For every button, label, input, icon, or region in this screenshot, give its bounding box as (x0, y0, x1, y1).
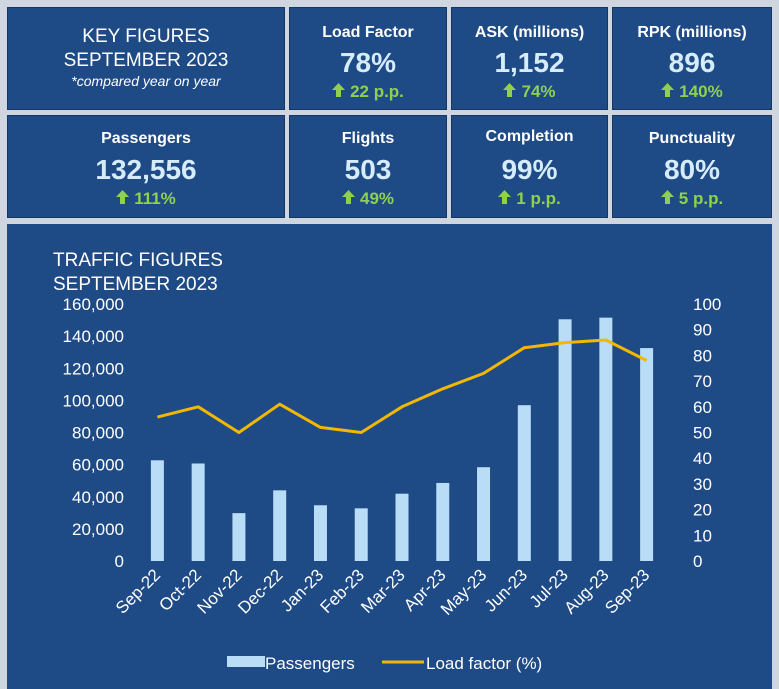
load-factor-line (157, 338, 648, 434)
metric-change-value: 1 p.p. (516, 189, 561, 208)
passengers-bar (354, 508, 368, 561)
traffic-chart: TRAFFIC FIGURES SEPTEMBER 2023 0 20,000 40,0… (53, 250, 721, 673)
arrow-up-icon (341, 190, 355, 204)
passengers-bar (599, 317, 613, 561)
passengers-bar (640, 348, 654, 561)
arrow-up-icon (498, 190, 512, 204)
metric-change-value: 22 p.p. (350, 82, 404, 101)
y-left-tick-label: 20,000 (72, 520, 124, 539)
metric-card-flights: Flights 503 49% (289, 115, 447, 218)
arrow-up-icon (660, 190, 674, 204)
key-figures-month: SEPTEMBER 2023 (63, 50, 229, 71)
passengers-bar (232, 513, 246, 561)
passengers-bar (395, 493, 409, 561)
metric-change: 49% (290, 189, 446, 209)
x-tick-label: Mar-23 (357, 565, 409, 617)
chart-title: TRAFFIC FIGURES (53, 250, 223, 271)
metric-change: 74% (452, 82, 607, 102)
metric-change-value: 140% (679, 82, 723, 101)
metric-change-value: 111% (134, 189, 176, 208)
y-right-tick-label: 10 (693, 526, 712, 545)
y-left-tick-label: 120,000 (63, 359, 124, 378)
passengers-bar (436, 482, 450, 561)
x-tick-label: Sep-22 (112, 565, 164, 617)
chart-subtitle: SEPTEMBER 2023 (53, 274, 218, 295)
x-tick-label: Sep-23 (601, 565, 653, 617)
metric-label: Flights (341, 130, 395, 147)
metric-card-completion: Completion 99% 1 p.p. (451, 115, 608, 218)
y-left-tick-label: 100,000 (63, 391, 124, 410)
y-right-tick-label: 70 (693, 372, 712, 391)
passengers-bar (517, 405, 531, 561)
metric-value: 1,152 (494, 47, 565, 78)
x-tick-label: Dec-22 (234, 565, 286, 617)
y-right-tick-label: 80 (693, 346, 712, 365)
x-tick-label: May-23 (437, 565, 491, 619)
legend-passengers-label: Passengers (265, 654, 355, 673)
y-right-tick-label: 90 (693, 321, 712, 340)
arrow-up-icon (503, 83, 517, 97)
y-left-tick-label: 160,000 (63, 295, 124, 314)
metric-value: 896 (668, 47, 716, 78)
passengers-bar (273, 490, 287, 561)
y-left-tick-label: 40,000 (72, 488, 124, 507)
y-right-tick-label: 60 (693, 398, 712, 417)
metric-card-ask: ASK (millions) 1,152 74% (451, 7, 608, 110)
passengers-bar (477, 467, 491, 561)
y-right-tick-label: 20 (693, 501, 712, 520)
y-left-tick-label: 60,000 (72, 456, 124, 475)
x-tick-label: Aug-23 (560, 565, 612, 617)
y-right-tick-label: 100 (693, 295, 721, 314)
arrow-up-icon (332, 83, 346, 97)
metric-card-load-factor: Load Factor 78% 22 p.p. (289, 7, 447, 110)
x-tick-label: Nov-22 (194, 565, 246, 617)
y-right-tick-label: 40 (693, 449, 712, 468)
arrow-up-icon (116, 190, 130, 204)
legend-passengers-swatch (227, 656, 265, 667)
y-left-tick-label: 140,000 (63, 327, 124, 346)
legend-load-factor-label: Load factor (%) (426, 654, 542, 673)
metric-label: Load Factor (322, 24, 414, 41)
y-right-tick-label: 30 (693, 475, 712, 494)
y-right-tick-label: 0 (693, 552, 702, 571)
metric-label: ASK (millions) (474, 24, 585, 41)
metric-change: 1 p.p. (452, 189, 607, 209)
passengers-bar (150, 460, 164, 561)
metric-change-value: 5 p.p. (678, 189, 724, 208)
metric-change: 111% (8, 189, 284, 209)
y-left-tick-label: 0 (115, 552, 124, 571)
metric-value: 78% (339, 47, 397, 78)
metric-change-value: 74% (521, 82, 556, 101)
metric-change: 22 p.p. (290, 82, 446, 102)
metric-value: 503 (344, 154, 392, 185)
metric-label: Completion (485, 128, 574, 145)
key-figures-title: KEY FIGURES (82, 26, 210, 47)
y-left-tick-label: 80,000 (72, 424, 124, 443)
traffic-chart-panel: TRAFFIC FIGURES SEPTEMBER 2023 0 20,000 40,0… (7, 224, 772, 689)
metric-card-passengers: Passengers 132,556 111% (7, 115, 285, 218)
metric-change: 140% (613, 82, 771, 102)
passengers-bar (191, 463, 205, 561)
metric-label: Passengers (101, 130, 191, 147)
arrow-up-icon (661, 83, 675, 97)
metric-change: 5 p.p. (613, 189, 771, 209)
key-figures-note: *compared year on year (71, 73, 221, 89)
x-tick-label: Feb-23 (317, 565, 369, 617)
metric-value: 132,556 (95, 154, 197, 185)
metric-card-punctuality: Punctuality 80% 5 p.p. (612, 115, 772, 218)
metric-value: 80% (663, 154, 721, 185)
key-figures-card: KEY FIGURES SEPTEMBER 2023 *compared yea… (7, 7, 285, 110)
y-right-tick-label: 50 (693, 424, 712, 443)
passengers-bar (313, 505, 327, 561)
metric-value: 99% (501, 154, 558, 185)
metric-card-rpk: RPK (millions) 896 140% (612, 7, 772, 110)
x-tick-label: Jun-23 (481, 565, 531, 615)
metric-label: Punctuality (648, 130, 736, 147)
metric-change-value: 49% (359, 189, 395, 208)
passengers-bar (558, 319, 572, 561)
metric-label: RPK (millions) (637, 24, 747, 41)
